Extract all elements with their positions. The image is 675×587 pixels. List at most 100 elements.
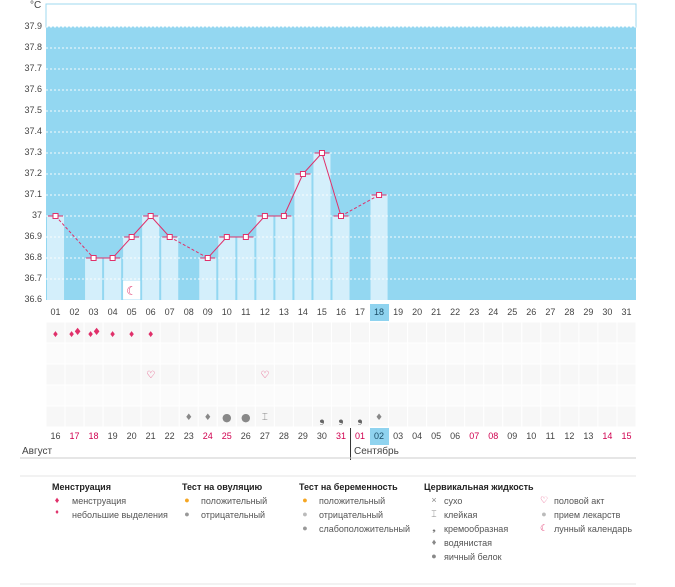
date-label[interactable]: 25 xyxy=(221,431,232,441)
day-label[interactable]: 28 xyxy=(564,307,575,317)
day-label[interactable]: 18 xyxy=(369,304,389,321)
event-cell xyxy=(597,384,618,407)
day-label[interactable]: 07 xyxy=(164,307,175,317)
event-cell xyxy=(616,342,637,365)
date-label[interactable]: 22 xyxy=(164,431,175,441)
legend-fluid-item: кремообразная xyxy=(444,524,509,534)
day-label[interactable]: 22 xyxy=(450,307,461,317)
data-point xyxy=(261,213,268,219)
y-tick-label: 37 xyxy=(31,210,42,220)
bar xyxy=(218,237,236,300)
day-label[interactable]: 16 xyxy=(335,307,346,317)
date-label[interactable]: 03 xyxy=(393,431,404,441)
date-label[interactable]: 30 xyxy=(316,431,327,441)
day-label[interactable]: 24 xyxy=(488,307,499,317)
day-label[interactable]: 19 xyxy=(393,307,404,317)
date-label[interactable]: 28 xyxy=(278,431,289,441)
date-label[interactable]: 29 xyxy=(297,431,308,441)
date-label[interactable]: 24 xyxy=(202,431,213,441)
data-point xyxy=(147,213,154,219)
date-label[interactable]: 01 xyxy=(355,431,366,441)
series-line xyxy=(340,194,380,217)
date-label[interactable]: 04 xyxy=(412,431,423,441)
date-label[interactable]: 31 xyxy=(335,431,346,441)
creamy-icon: ❟ xyxy=(338,410,344,426)
legend-menstruation-item: небольшие выделения xyxy=(72,510,168,520)
event-cell xyxy=(369,384,390,407)
event-cell xyxy=(597,405,618,428)
event-cell xyxy=(483,321,504,344)
day-label[interactable]: 11 xyxy=(241,307,251,317)
event-cell xyxy=(407,342,428,365)
event-cell xyxy=(407,321,428,344)
day-label[interactable]: 08 xyxy=(183,307,194,317)
pill-icon: ● xyxy=(541,509,547,519)
date-label[interactable]: 05 xyxy=(431,431,442,441)
day-label[interactable]: 04 xyxy=(107,307,118,317)
date-label[interactable]: 19 xyxy=(107,431,118,441)
date-label[interactable]: 12 xyxy=(564,431,575,441)
day-label[interactable]: 15 xyxy=(316,307,327,317)
day-label[interactable]: 03 xyxy=(88,307,99,317)
y-tick-label: 37.5 xyxy=(24,105,42,115)
legend-fluid-item: сухо xyxy=(444,496,463,506)
event-cell xyxy=(597,363,618,386)
egg-white-icon: ● xyxy=(241,411,251,424)
day-label[interactable]: 26 xyxy=(526,307,537,317)
day-label[interactable]: 17 xyxy=(355,307,366,317)
date-label[interactable]: 02 xyxy=(369,428,389,445)
date-label[interactable]: 26 xyxy=(240,431,251,441)
date-label[interactable]: 23 xyxy=(183,431,194,441)
date-label[interactable]: 16 xyxy=(50,431,61,441)
bar xyxy=(161,237,179,300)
date-label[interactable]: 10 xyxy=(526,431,537,441)
legend-fluid-title: Цервикальная жидкость xyxy=(424,482,534,492)
day-label[interactable]: 05 xyxy=(126,307,137,317)
day-label[interactable]: 25 xyxy=(507,307,518,317)
event-cell xyxy=(559,342,580,365)
day-label[interactable]: 02 xyxy=(69,307,80,317)
day-label[interactable]: 06 xyxy=(145,307,156,317)
day-label[interactable]: 09 xyxy=(202,307,213,317)
day-label[interactable]: 13 xyxy=(278,307,289,317)
date-label[interactable]: 14 xyxy=(602,431,613,441)
y-tick-label: 37.1 xyxy=(24,189,42,199)
event-cell xyxy=(178,342,199,365)
day-label[interactable]: 01 xyxy=(50,307,61,317)
date-label[interactable]: 20 xyxy=(126,431,137,441)
event-cell xyxy=(445,321,466,344)
day-label[interactable]: 30 xyxy=(602,307,613,317)
day-label[interactable]: 27 xyxy=(545,307,556,317)
date-label[interactable]: 13 xyxy=(583,431,594,441)
day-label[interactable]: 23 xyxy=(469,307,480,317)
date-label[interactable]: 07 xyxy=(469,431,480,441)
date-label[interactable]: 08 xyxy=(488,431,499,441)
event-cell xyxy=(235,342,256,365)
date-label[interactable]: 06 xyxy=(450,431,461,441)
data-point xyxy=(128,234,135,240)
day-label[interactable]: 20 xyxy=(412,307,423,317)
day-label[interactable]: 14 xyxy=(297,307,308,317)
date-label[interactable]: 09 xyxy=(507,431,518,441)
day-label[interactable]: 12 xyxy=(259,307,270,317)
day-label[interactable]: 29 xyxy=(583,307,594,317)
date-label[interactable]: 15 xyxy=(621,431,632,441)
date-label[interactable]: 17 xyxy=(69,431,80,441)
date-label[interactable]: 21 xyxy=(145,431,156,441)
heart-icon: ♡ xyxy=(539,495,549,505)
date-label[interactable]: 11 xyxy=(545,431,555,441)
day-label[interactable]: 31 xyxy=(621,307,632,317)
date-label[interactable]: 18 xyxy=(88,431,99,441)
legend-fluid-item: яичный белок xyxy=(444,552,502,562)
date-label[interactable]: 27 xyxy=(259,431,270,441)
heart-icon: ♡ xyxy=(146,370,155,381)
day-label[interactable]: 21 xyxy=(431,307,442,317)
menstruation-drop-icon: ♦ xyxy=(128,330,135,339)
day-label[interactable]: 10 xyxy=(221,307,232,317)
ovulation-positive-icon: ● xyxy=(184,495,190,505)
data-point xyxy=(280,213,287,219)
creamy-icon: ❟ xyxy=(432,523,436,533)
menstruation-drop-icon: ♦ xyxy=(92,327,101,338)
event-cell xyxy=(216,363,237,386)
